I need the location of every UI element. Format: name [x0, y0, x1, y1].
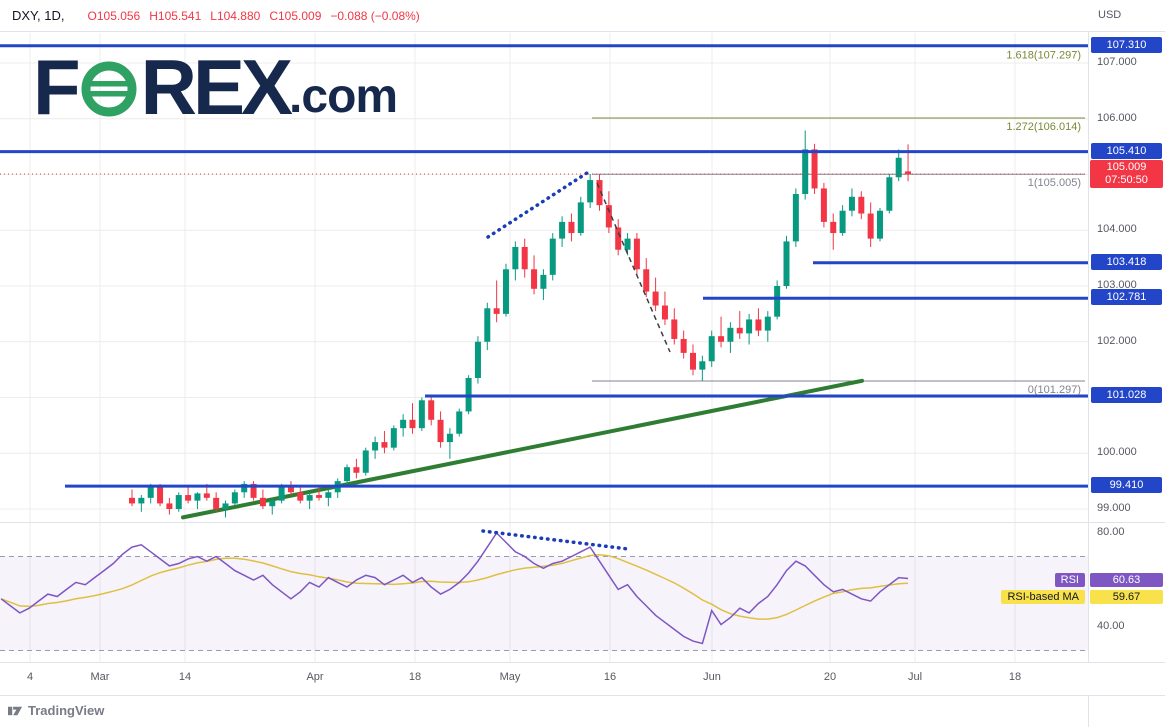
tradingview-icon [8, 706, 23, 716]
time-axis[interactable]: 4 Mar 14 Apr 18 May 16 Jun 20 Jul 18 [0, 663, 1165, 695]
time-axis-border [0, 662, 1165, 663]
high-value: H105.541 [149, 8, 202, 23]
rsi-ma-line [0, 553, 909, 620]
price-level-badge: 107.310 [1091, 36, 1162, 53]
bar-close-countdown: 07:50:50 [1105, 173, 1148, 186]
rsi-ma-value-badge: 59.67 [1090, 590, 1163, 604]
change-value: −0.088 (−0.08%) [330, 8, 420, 23]
rsi-line [0, 531, 909, 645]
chart-legend-toolbar: DXY, 1D, O105.056 H105.541 L104.880 C105… [0, 0, 1165, 32]
chart-bottom-border [0, 695, 1165, 696]
price-axis-label: 103.000 [1097, 279, 1137, 291]
price-level-badge: 102.781 [1091, 289, 1162, 306]
decline-dashed-line[interactable] [596, 182, 671, 353]
price-level-badge: 103.418 [1091, 253, 1162, 270]
fib-level-label: 1.618(107.297) [1006, 49, 1081, 61]
price-axis-label: 104.000 [1097, 223, 1137, 236]
rsi-axis-label: 40.00 [1097, 620, 1125, 632]
rsi-ma-study-label[interactable]: RSI-based MA [1001, 590, 1085, 604]
last-price-badge: 105.009 07:50:50 [1090, 159, 1163, 188]
fib-level-label: 1(105.005) [1028, 177, 1081, 189]
forex-com-watermark: F REX .com [33, 43, 398, 131]
price-level-badge: 105.410 [1091, 142, 1162, 159]
price-axis-label: 100.000 [1097, 446, 1137, 459]
time-axis-label: May [499, 671, 521, 683]
tradingview-attribution[interactable]: TradingView [8, 703, 104, 718]
time-axis-label: Apr [306, 671, 324, 683]
rsi-divergence-dotted-line[interactable] [481, 529, 630, 551]
forex-coin-icon [80, 60, 138, 122]
fib-level-label: 0(101.297) [1028, 384, 1081, 396]
price-level-badge: 99.410 [1091, 477, 1162, 494]
close-value: C105.009 [269, 8, 322, 23]
time-axis-label: 16 [603, 671, 617, 683]
time-axis-label: Mar [90, 671, 110, 683]
rsi-axis-label: 80.00 [1097, 526, 1125, 538]
price-axis-label: 102.000 [1097, 334, 1137, 347]
rsi-value-badge: 60.63 [1090, 573, 1163, 587]
time-axis-label: 14 [178, 671, 192, 683]
price-divergence-dotted-line[interactable] [486, 169, 592, 239]
last-price-value: 105.009 [1106, 160, 1147, 173]
candles-layer [129, 130, 912, 518]
price-axis-label: 106.000 [1097, 111, 1137, 124]
watermark-rex: REX [140, 43, 293, 131]
watermark-com: .com [289, 70, 398, 123]
time-axis-label: 20 [823, 671, 837, 683]
horizontal-levels[interactable] [0, 44, 1088, 488]
low-value: L104.880 [210, 8, 261, 23]
time-axis-label: 18 [408, 671, 422, 683]
price-level-badge: 101.028 [1091, 386, 1162, 403]
fib-level-label: 1.272(106.014) [1006, 121, 1081, 133]
tradingview-label: TradingView [28, 703, 105, 718]
time-axis-label: Jul [907, 671, 923, 683]
open-value: O105.056 [87, 8, 141, 23]
support-trendline[interactable] [181, 378, 864, 520]
currency-label: USD [1098, 9, 1122, 21]
price-axis-label: 107.000 [1097, 56, 1137, 68]
price-axis-label: 99.000 [1097, 502, 1131, 514]
watermark-f: F [33, 43, 81, 131]
rsi-study-label[interactable]: RSI [1054, 573, 1085, 587]
time-axis-label: Jun [703, 671, 721, 683]
pane-separator[interactable] [0, 522, 1165, 523]
time-axis-label: 18 [1008, 671, 1022, 683]
time-axis-label: 4 [26, 671, 34, 683]
price-axis[interactable]: 107.310 105.410 103.418 102.781 101.028 99.41… [1088, 0, 1165, 727]
rsi-band [0, 556, 1088, 651]
symbol-interval-label[interactable]: DXY, 1D, [12, 8, 65, 23]
